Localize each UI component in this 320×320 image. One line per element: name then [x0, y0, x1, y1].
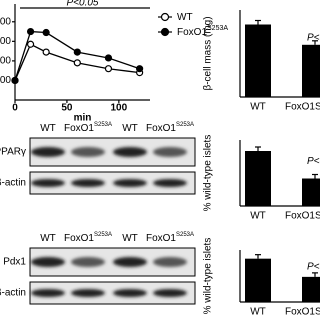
y-tick-label: 300	[0, 36, 11, 47]
x-tick-label: WT	[250, 102, 266, 113]
lane-label: WT	[122, 123, 138, 134]
blot-panel	[29, 281, 196, 305]
lane-superscript: S253A	[94, 232, 112, 238]
lane-name: FoxO1	[146, 233, 176, 244]
x-tick-label: 0	[12, 103, 18, 114]
blot-band	[153, 147, 187, 157]
lane-name: WT	[40, 233, 56, 244]
annotation: P<0.05	[67, 0, 99, 9]
bar	[245, 258, 271, 302]
blot-band	[71, 179, 105, 187]
blot-band	[31, 147, 65, 157]
bar	[302, 276, 320, 302]
lane-name: WT	[122, 123, 138, 134]
data-point	[11, 76, 19, 85]
annotation: P<0.05	[307, 261, 320, 272]
lane-label: FoxO1S253A	[146, 122, 194, 134]
y-axis-label: % wild-type islets	[203, 238, 214, 315]
bar	[245, 24, 271, 97]
y-axis-label: β-cell mass (mg)	[203, 16, 214, 90]
x-tick-label: WT	[250, 307, 266, 318]
blot-row-label: PPARγ	[0, 147, 26, 158]
x-tick-label: FoxO1S253A	[285, 211, 320, 222]
lane-superscript: S253A	[176, 122, 194, 128]
x-axis-label: min	[74, 113, 92, 124]
data-point	[73, 48, 81, 56]
legend-name: WT	[177, 12, 193, 23]
series-line	[14, 43, 140, 81]
lane-name: FoxO1	[64, 233, 94, 244]
data-point	[42, 28, 50, 37]
data-point	[42, 48, 50, 56]
lane-label: FoxO1S253A	[64, 122, 112, 134]
x-tick-label: FoxO1S253A	[285, 307, 320, 318]
legend-label: WT	[177, 12, 193, 23]
blot-band	[71, 147, 105, 157]
data-point	[104, 54, 113, 62]
legend-superscript: S253A	[207, 25, 228, 32]
blot-band	[153, 257, 187, 267]
legend-marker	[160, 27, 170, 37]
blot-band	[31, 289, 65, 297]
bar	[302, 44, 320, 97]
bar	[245, 151, 271, 206]
lane-name: FoxO1	[146, 123, 176, 134]
x-tick-label: FoxO1S253A	[285, 102, 320, 113]
lane-name: WT	[122, 233, 138, 244]
blot-band	[153, 179, 187, 187]
y-tick-label: 200	[0, 56, 11, 67]
blot-band	[71, 289, 105, 297]
blot-row-label: β-actin	[0, 178, 26, 189]
y-tick-label: 100	[0, 75, 11, 86]
blot-band	[113, 289, 147, 297]
lane-label: FoxO1S253A	[64, 232, 112, 244]
data-point	[104, 65, 113, 73]
lane-name: WT	[40, 123, 56, 134]
lane-superscript: S253A	[94, 122, 112, 128]
blot-panel	[29, 171, 196, 195]
data-point	[26, 27, 35, 36]
data-point	[26, 40, 35, 48]
annotation: P<0.05	[307, 156, 320, 167]
x-tick-label: 50	[61, 103, 73, 114]
blot-band	[153, 289, 187, 297]
lane-superscript: S253A	[176, 232, 194, 238]
lane-label: FoxO1S253A	[146, 232, 194, 244]
lane-label: WT	[40, 123, 56, 134]
blot-band	[113, 257, 147, 267]
legend-label: FoxO1S253A	[177, 25, 228, 38]
annotation: P<0.05	[307, 32, 320, 43]
lane-label: WT	[122, 233, 138, 244]
blot-band	[113, 179, 147, 187]
bar	[302, 178, 320, 206]
legend-name: FoxO1	[177, 27, 207, 38]
lane-name: FoxO1	[64, 123, 94, 134]
data-point	[136, 65, 144, 73]
legend-marker	[160, 12, 170, 22]
blot-band	[31, 179, 65, 187]
x-tick-label: WT	[250, 211, 266, 222]
x-tick-label: 100	[111, 103, 128, 114]
y-axis-label: % wild-type islets	[203, 135, 214, 212]
blot-band	[31, 257, 65, 267]
blot-band	[71, 257, 105, 267]
blot-row-label: Pdx1	[3, 257, 26, 268]
y-tick-label: 400	[0, 16, 11, 27]
blot-band	[113, 147, 147, 157]
blot-row-label: β-actin	[0, 288, 26, 299]
series-line	[14, 30, 140, 81]
lane-label: WT	[40, 233, 56, 244]
data-point	[73, 59, 81, 67]
